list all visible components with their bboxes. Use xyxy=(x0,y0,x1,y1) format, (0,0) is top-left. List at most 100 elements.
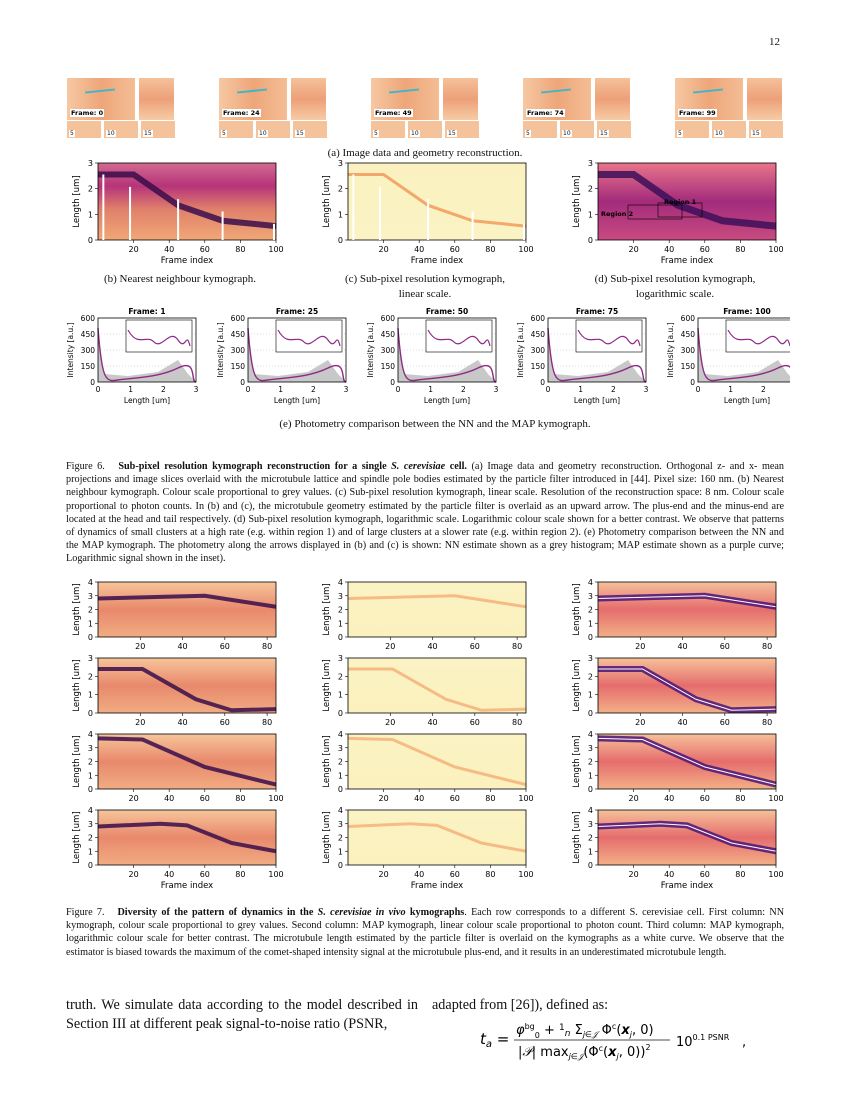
plot-frame xyxy=(97,657,277,714)
thumbnail-zx xyxy=(595,78,630,120)
figure7-caption-label: Figure 7. xyxy=(66,907,105,918)
y-tick-label: 3 xyxy=(88,159,93,168)
slice-thumbnail: 10 xyxy=(256,121,290,138)
x-tick-label: 20 xyxy=(129,245,139,254)
y-axis-label: Intensity [a.u.] xyxy=(666,322,675,377)
y-tick-label: 1 xyxy=(88,210,93,219)
y-tick-label: 300 xyxy=(381,346,396,355)
body-text-right: adapted from [26]), defined as: xyxy=(432,997,609,1013)
y-tick-label: 2 xyxy=(588,758,593,767)
y-tick-label: 2 xyxy=(88,672,93,681)
y-tick-label: 2 xyxy=(88,834,93,843)
x-tick-label: 60 xyxy=(700,870,710,879)
x-tick-label: 20 xyxy=(129,870,139,879)
thumbnail-xy: Frame: 49 xyxy=(371,78,439,120)
kymograph-image xyxy=(348,810,526,865)
x-tick-label: 0 xyxy=(696,385,701,394)
slice-label: 10 xyxy=(562,130,572,137)
y-tick-label: 2 xyxy=(588,672,593,681)
figure6-caption-title: Sub-pixel resolution kymograph reconstru… xyxy=(118,461,467,472)
x-axis-label: Frame index xyxy=(661,256,713,266)
fig7-panel-r3-c2: 0 1 2 3 4 20 40 60 80 100 Length [um] xyxy=(322,730,534,803)
x-tick-label: 100 xyxy=(268,794,283,803)
kymograph-image xyxy=(98,810,276,865)
y-tick-label: 450 xyxy=(681,330,696,339)
signal-band xyxy=(97,593,277,609)
y-tick-label: 1 xyxy=(338,619,343,628)
eq-lhs: ta = xyxy=(480,1030,509,1050)
x-axis-label: Length [um] xyxy=(574,396,620,405)
x-tick-label: 20 xyxy=(379,794,389,803)
fig6c-caption-line2: linear scale. xyxy=(398,288,452,300)
y-tick-label: 2 xyxy=(588,834,593,843)
fig6c-caption-line1: (c) Sub-pixel resolution kymograph, xyxy=(344,273,506,285)
signal-band xyxy=(598,171,777,230)
y-tick-label: 3 xyxy=(88,654,93,663)
fig6a-caption: (a) Image data and geometry reconstructi… xyxy=(327,147,523,159)
y-tick-label: 0 xyxy=(588,785,593,794)
fig7-panel-r1-c2: 0 1 2 3 4 20 40 60 80 Length [um] xyxy=(322,578,527,651)
log-inset xyxy=(575,319,643,353)
signal-band xyxy=(97,821,277,854)
x-tick-label: 2 xyxy=(611,385,616,394)
log-inset xyxy=(725,319,790,353)
slice-thumbnail: 5 xyxy=(523,121,557,138)
y-tick-label: 1 xyxy=(88,771,93,780)
slice-thumbnail: 15 xyxy=(749,121,783,138)
slice-thumbnail: 10 xyxy=(408,121,442,138)
kymograph-image xyxy=(598,810,776,865)
kymograph-image xyxy=(98,658,276,713)
x-tick-label: 20 xyxy=(379,870,389,879)
inset-curve xyxy=(277,329,341,347)
x-tick-label: 60 xyxy=(470,642,480,651)
x-tick-label: 20 xyxy=(385,718,395,727)
frame-label: Frame: 24 xyxy=(222,109,261,117)
x-tick-label: 80 xyxy=(735,870,745,879)
x-tick-label: 3 xyxy=(194,385,199,394)
x-tick-label: 3 xyxy=(494,385,499,394)
y-tick-label: 0 xyxy=(88,633,93,642)
y-tick-label: 4 xyxy=(338,578,343,587)
x-tick-label: 80 xyxy=(512,718,522,727)
eq-comma: , xyxy=(742,1035,746,1050)
eq-numerator: φbg0 + 1n Σj∈𝒥 Φc(xj, 0) xyxy=(516,1022,654,1040)
y-axis-label: Length [um] xyxy=(572,659,582,711)
slice-thumbnail: 15 xyxy=(597,121,631,138)
nn-histogram xyxy=(698,332,790,382)
x-tick-label: 60 xyxy=(200,245,210,254)
nn-histogram xyxy=(398,332,496,382)
thumbnail-xy: Frame: 0 xyxy=(67,78,135,120)
x-axis-label: Length [um] xyxy=(424,396,470,405)
y-tick-label: 600 xyxy=(531,314,546,323)
figure7-caption-body: . Each row corresponds to a different S.… xyxy=(66,907,785,958)
x-tick-label: 60 xyxy=(700,245,710,254)
y-tick-label: 600 xyxy=(231,314,246,323)
y-tick-label: 3 xyxy=(588,654,593,663)
x-tick-label: 0 xyxy=(396,385,401,394)
y-tick-label: 3 xyxy=(338,820,343,829)
plot-frame xyxy=(97,317,197,383)
x-tick-label: 100 xyxy=(518,794,533,803)
x-tick-label: 60 xyxy=(200,794,210,803)
fig6d-caption-line1: (d) Sub-pixel resolution kymograph, xyxy=(594,273,756,285)
y-axis-label: Length [um] xyxy=(72,583,82,635)
y-axis-label: Length [um] xyxy=(322,659,332,711)
inset-curve xyxy=(127,329,191,347)
body-text-left: truth. We simulate data according to the… xyxy=(66,997,418,1032)
y-tick-label: 0 xyxy=(588,861,593,870)
x-tick-label: 100 xyxy=(768,794,783,803)
y-tick-label: 1 xyxy=(338,771,343,780)
x-tick-label: 80 xyxy=(485,794,495,803)
fig7-panel-r2-c3: 0 1 2 3 20 40 60 80 Length [um] xyxy=(572,654,777,727)
y-tick-label: 300 xyxy=(231,346,246,355)
slice-label: 15 xyxy=(447,130,457,137)
kymograph-image xyxy=(348,658,526,713)
y-tick-label: 0 xyxy=(540,378,545,387)
x-tick-label: 80 xyxy=(235,870,245,879)
photometry-panel: Frame: 1 0 150 300 450 600 0 1 2 3 Intensity [a.u.… xyxy=(66,307,199,405)
region-2-box xyxy=(627,204,683,220)
plot-frame xyxy=(97,162,277,241)
y-tick-label: 1 xyxy=(88,619,93,628)
y-axis-label: Length [um] xyxy=(72,811,82,863)
signal-band xyxy=(97,736,277,787)
